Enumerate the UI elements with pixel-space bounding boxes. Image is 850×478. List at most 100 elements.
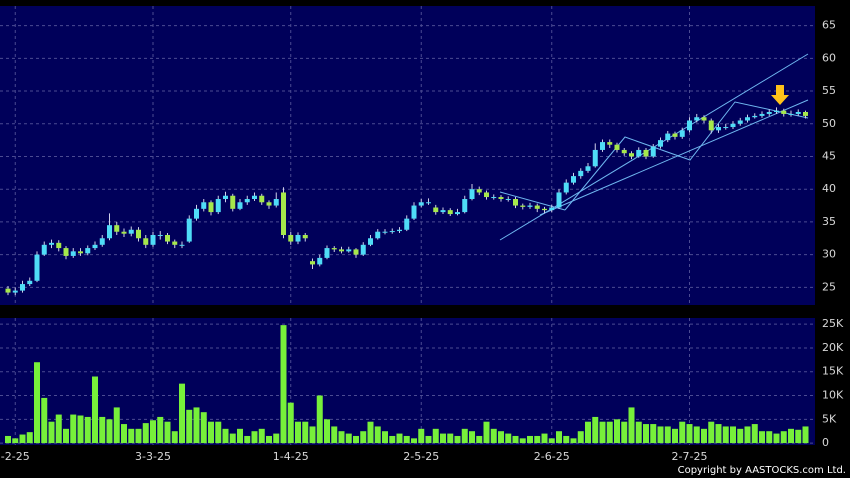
- candle-body: [56, 242, 62, 249]
- volume-bar: [353, 435, 359, 444]
- candle-body: [774, 110, 779, 112]
- volume-bar: [512, 435, 519, 444]
- volume-bar: [360, 431, 367, 444]
- y-tick-label: 55: [822, 84, 836, 97]
- volume-bar: [113, 407, 120, 444]
- y-tick-label: 15K: [822, 365, 844, 378]
- candle-body: [353, 249, 359, 255]
- candle-body: [469, 189, 475, 200]
- candle-body: [614, 144, 620, 150]
- volume-bar: [280, 325, 287, 444]
- candle-body: [455, 212, 460, 215]
- candle-body: [136, 229, 141, 239]
- candle-body: [5, 288, 11, 293]
- candle-body: [34, 254, 40, 281]
- volume-bar: [802, 426, 809, 444]
- volume-bar: [730, 426, 736, 444]
- volume-bar: [599, 421, 606, 444]
- candle-body: [41, 244, 47, 255]
- volume-bar: [686, 424, 693, 444]
- trend-segment: [499, 191, 566, 211]
- volume-bar: [63, 428, 69, 444]
- volume-bar: [454, 435, 461, 444]
- price-panel: [0, 6, 815, 305]
- volume-bar: [157, 416, 164, 444]
- candle-body: [549, 207, 555, 211]
- volume-bar: [273, 433, 280, 444]
- candle-body: [128, 229, 134, 234]
- volume-bar: [621, 421, 628, 444]
- candle-body: [745, 117, 750, 121]
- candle-body: [723, 127, 729, 129]
- candle-body: [643, 149, 649, 157]
- volume-bar: [287, 402, 294, 444]
- candle-body: [636, 149, 642, 157]
- candle-body: [186, 218, 192, 242]
- candle-body: [672, 133, 678, 137]
- volume-bar: [447, 433, 454, 444]
- x-tick-label: 3-3-25: [135, 450, 171, 463]
- volume-bar: [258, 428, 265, 444]
- volume-bar: [614, 419, 620, 444]
- volume-bar: [309, 426, 316, 444]
- volume-bar: [338, 431, 345, 444]
- candle-body: [600, 142, 605, 150]
- volume-bar: [577, 431, 584, 444]
- x-tick-label: 1-4-25: [273, 450, 309, 463]
- candle-body: [20, 284, 25, 291]
- y-tick-label: 40: [822, 182, 836, 195]
- candle-body: [223, 195, 228, 200]
- arrow-marker: [771, 85, 789, 105]
- volume-bar: [150, 420, 156, 444]
- candle-body: [99, 238, 105, 245]
- y-tick-label: 35: [822, 215, 836, 228]
- candle-body: [476, 189, 482, 193]
- volume-bar: [744, 426, 751, 444]
- candle-body: [27, 280, 33, 285]
- candle-body: [331, 248, 337, 250]
- volume-bar: [664, 426, 671, 444]
- candle-body: [766, 111, 772, 114]
- volume-bar: [128, 428, 135, 444]
- candle-body: [803, 111, 808, 116]
- candle-body: [382, 231, 388, 233]
- candle-body: [165, 234, 170, 242]
- volume-bar: [672, 428, 678, 444]
- volume-bar: [171, 431, 178, 444]
- volume-bar: [766, 431, 773, 444]
- candle-body: [781, 110, 787, 114]
- volume-bar: [461, 428, 468, 444]
- volume-bar: [563, 435, 570, 444]
- volume-bar: [331, 426, 338, 444]
- volume-bar: [585, 421, 591, 444]
- candle-body: [85, 248, 91, 254]
- candle-body: [368, 238, 373, 245]
- y-tick-label: 65: [822, 19, 836, 32]
- candle-body: [716, 127, 721, 131]
- copyright: Copyright by AASTOCKS.com Ltd.: [678, 465, 846, 476]
- volume-bar: [244, 435, 251, 444]
- volume-bar: [5, 435, 11, 444]
- candle-body: [150, 234, 156, 245]
- x-tick-label: -2-25: [1, 450, 30, 463]
- x-tick-label: 2-7-25: [672, 450, 708, 463]
- volume-bar: [84, 416, 91, 444]
- volume-bar: [186, 409, 193, 444]
- candle-body: [324, 248, 330, 258]
- candle-body: [440, 210, 446, 213]
- candle-body: [759, 113, 765, 116]
- candle-body: [208, 202, 214, 213]
- volume-bar: [570, 438, 577, 444]
- candle-body: [194, 208, 199, 219]
- volume-bar: [48, 421, 55, 444]
- candle-body: [527, 205, 533, 207]
- y-tick-label: 60: [822, 51, 836, 64]
- candle-body: [418, 202, 424, 206]
- candle-body: [462, 199, 468, 213]
- candle-body: [339, 249, 344, 252]
- volume-bar: [418, 428, 425, 444]
- volume-bar: [708, 421, 715, 444]
- candle-body: [230, 195, 236, 209]
- candle-body: [426, 202, 431, 204]
- volume-bar: [106, 419, 113, 444]
